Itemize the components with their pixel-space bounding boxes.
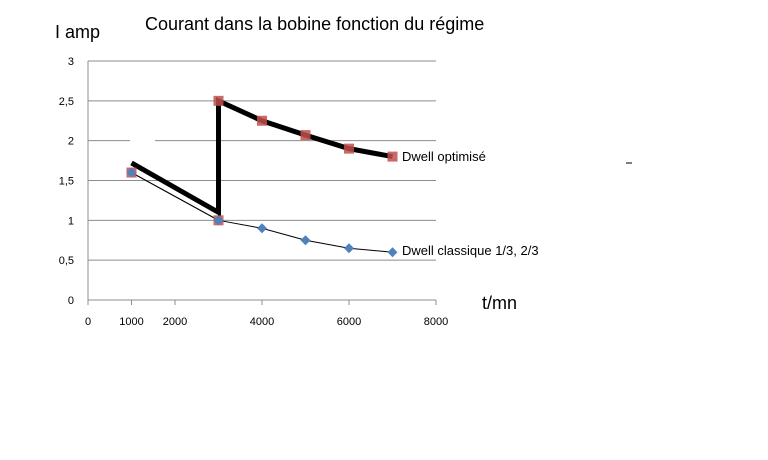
data-point-square bbox=[300, 130, 311, 141]
chart-axes: 0 0,5 1 1,5 2 2,5 3 0 1000 2000 4000 6000 8000 bbox=[59, 56, 449, 328]
chart-title: Courant dans la bobine fonction du régim… bbox=[145, 14, 484, 34]
data-point-diamond bbox=[126, 167, 137, 178]
data-point-square bbox=[257, 115, 267, 126]
y-tick-label: 2 bbox=[68, 136, 74, 148]
x-tick-label: 0 bbox=[85, 316, 91, 328]
data-point-diamond bbox=[213, 215, 224, 226]
y-tick-label: 0 bbox=[68, 295, 74, 307]
data-point-diamond bbox=[387, 247, 398, 258]
y-tick-label: 0,5 bbox=[59, 255, 74, 267]
y-tick-label: 1 bbox=[68, 215, 74, 227]
data-point-diamond bbox=[344, 243, 354, 254]
data-point-square bbox=[344, 143, 354, 154]
series-label-dwell-classique: Dwell classique 1/3, 2/3 bbox=[402, 243, 539, 258]
chart-labels: Courant dans la bobine fonction du régim… bbox=[55, 14, 539, 313]
y-axis-label: I amp bbox=[55, 22, 100, 42]
x-axis-label: t/mn bbox=[482, 293, 517, 313]
x-tick-label: 8000 bbox=[424, 316, 448, 328]
chart-marks bbox=[126, 95, 398, 258]
y-tick-label: 2,5 bbox=[59, 96, 74, 108]
x-tick-label: 4000 bbox=[250, 316, 274, 328]
x-tick-label: 1000 bbox=[119, 316, 143, 328]
data-point-square bbox=[387, 151, 398, 162]
data-point-square bbox=[213, 95, 224, 106]
data-point-diamond bbox=[257, 223, 267, 234]
series-label-dwell-optimise: Dwell optimisé bbox=[402, 149, 486, 164]
series-line-1 bbox=[131, 172, 393, 253]
y-tick-label: 3 bbox=[68, 56, 74, 68]
data-point-diamond bbox=[300, 235, 311, 246]
x-tick-label: 2000 bbox=[163, 316, 187, 328]
y-tick-label: 1,5 bbox=[59, 176, 74, 188]
x-tick-label: 6000 bbox=[337, 316, 361, 328]
